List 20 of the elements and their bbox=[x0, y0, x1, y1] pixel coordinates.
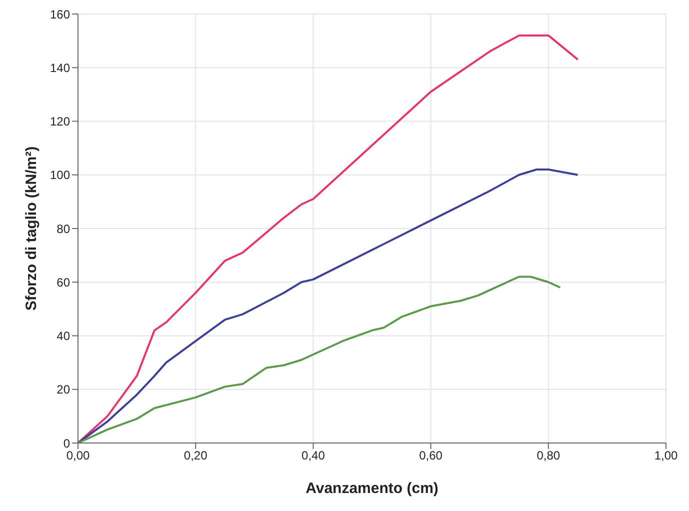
y-tick-label: 40 bbox=[56, 329, 70, 344]
y-tick-label: 160 bbox=[50, 7, 70, 22]
y-tick-label: 20 bbox=[56, 382, 70, 397]
x-tick-label: 0,60 bbox=[419, 448, 443, 463]
line-series bbox=[78, 276, 562, 443]
x-axis-title: Avanzamento (cm) bbox=[306, 480, 438, 497]
y-tick-label: 0 bbox=[63, 436, 70, 450]
x-tick-label: 0,40 bbox=[302, 448, 326, 463]
y-tick-label: 100 bbox=[50, 168, 70, 182]
y-tick-label: 80 bbox=[56, 222, 70, 236]
line-series bbox=[78, 34, 579, 443]
x-tick-label: 1,00 bbox=[654, 448, 678, 463]
line-series bbox=[78, 168, 579, 443]
x-tick-label: 0,80 bbox=[536, 448, 560, 463]
y-tick-label: 120 bbox=[50, 114, 70, 129]
y-axis-title: Sforzo di taglio (kN/m²) bbox=[23, 146, 40, 311]
y-tick-label: 60 bbox=[56, 275, 70, 290]
x-tick-label: 0,00 bbox=[66, 448, 90, 463]
y-tick-label: 140 bbox=[50, 60, 70, 75]
x-tick-label: 0,20 bbox=[184, 448, 208, 463]
